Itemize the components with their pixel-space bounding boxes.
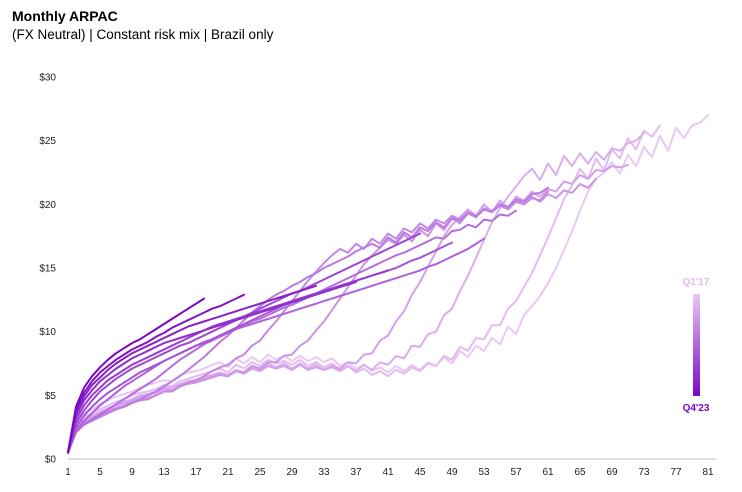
cohort-series-line [67,237,485,454]
x-tick-label: 57 [510,467,522,478]
cohort-series-line [67,284,317,454]
x-tick-label: 77 [670,467,682,478]
cohort-series-line [67,269,389,454]
x-tick-label: 73 [638,467,650,478]
x-tick-label: 45 [414,467,426,478]
x-tick-label: 69 [606,467,618,478]
x-tick-label: 41 [382,467,394,478]
axes: 1 5 9 13 17 21 25 29 33 37 41 45 49 53 57 61 65 69 73 77 81 $… [39,73,716,478]
y-tick-label: $30 [39,73,56,84]
x-tick-label: 61 [542,467,554,478]
y-tick-label: $25 [39,136,56,147]
x-tick-label: 37 [350,467,362,478]
cohort-series-line [67,190,549,454]
cohort-series-line [67,232,421,454]
cohort-series-line [67,177,597,454]
x-tick-label: 25 [254,467,266,478]
y-tick-label: $20 [39,200,56,211]
x-tick-label: 1 [65,467,71,478]
chart-title: Monthly ARPAC [12,8,118,24]
cohort-series-line [67,132,645,454]
x-tick-label: 53 [478,467,490,478]
cohort-series-line [67,163,629,454]
cohort-series-line [67,209,517,454]
x-tick-label: 81 [702,467,714,478]
cohort-series-line [67,281,357,454]
legend-gradient-bar [693,294,700,396]
legend-top-label: Q1'17 [683,277,710,288]
y-tick-label: $0 [45,455,57,466]
gradient-legend: Q1'17 Q4'23 [683,277,710,414]
x-tick-label: 29 [286,467,298,478]
y-tick-label: $15 [39,264,56,275]
y-tick-label: $5 [45,391,57,402]
x-tick-label: 9 [129,467,135,478]
series-layer [67,114,709,454]
cohort-series-line [67,293,245,454]
x-tick-label: 21 [222,467,234,478]
x-tick-label: 33 [318,467,330,478]
x-tick-label: 49 [446,467,458,478]
cohort-series-line [67,186,549,454]
x-tick-label: 65 [574,467,586,478]
y-tick-label: $10 [39,327,56,338]
legend-bottom-label: Q4'23 [683,403,710,414]
cohort-series-line [67,297,205,454]
chart-subtitle: (FX Neutral) | Constant risk mix | Brazi… [12,27,274,42]
x-tick-label: 13 [158,467,170,478]
x-tick-label: 5 [97,467,103,478]
x-tick-label: 17 [190,467,202,478]
